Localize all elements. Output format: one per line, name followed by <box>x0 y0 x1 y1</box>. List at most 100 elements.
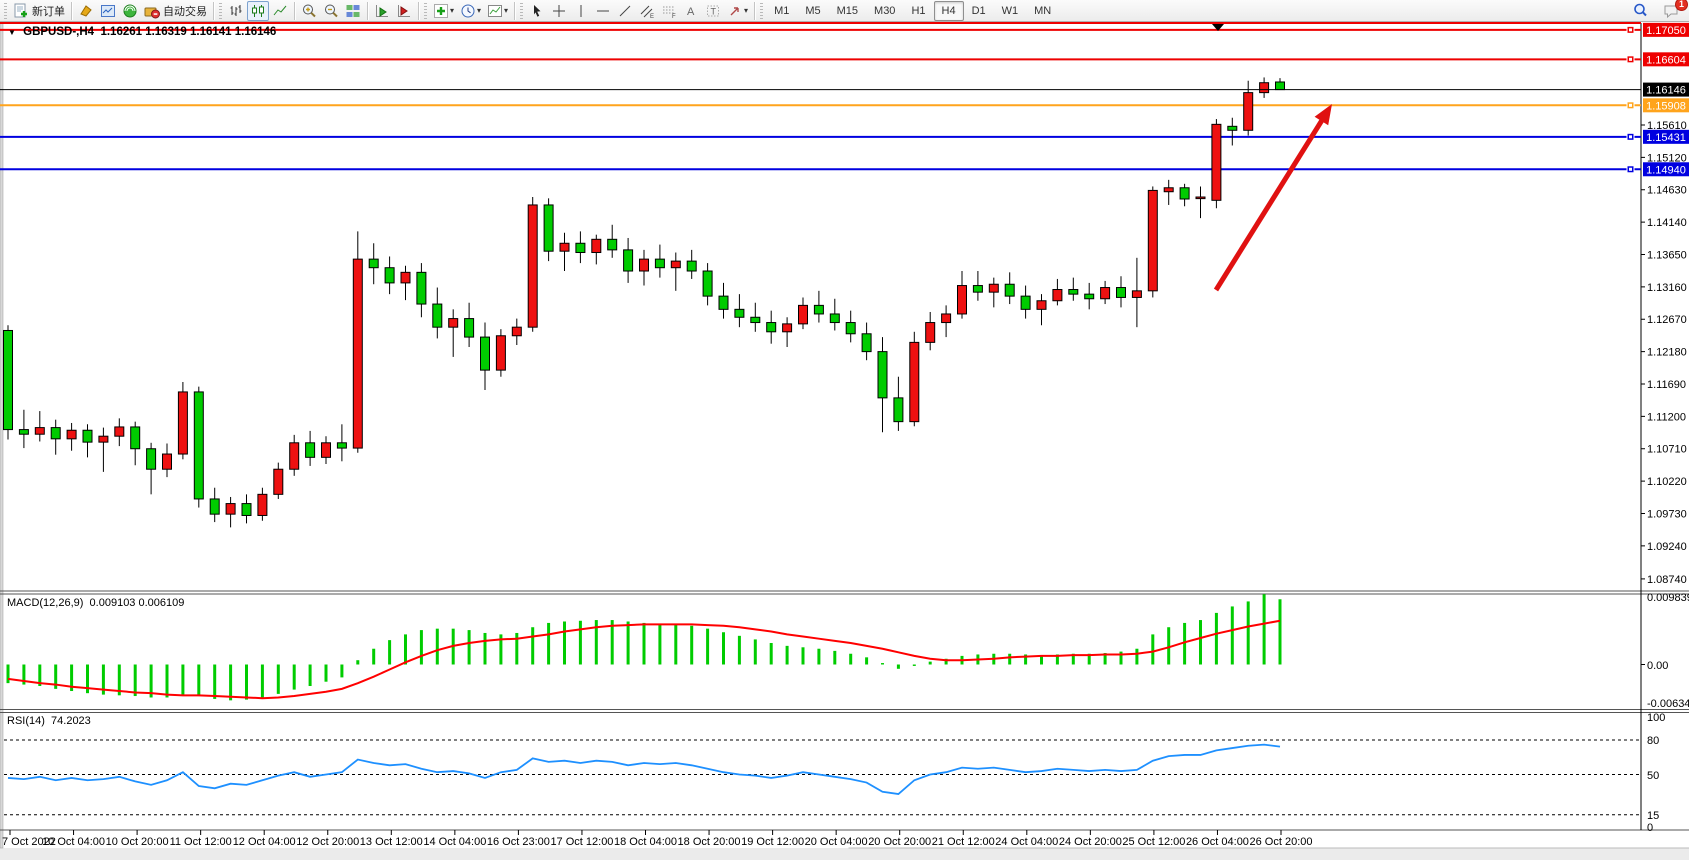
trend-arrow-line[interactable] <box>1213 115 1327 292</box>
fibonacci-button[interactable]: F <box>658 1 680 21</box>
macd-histogram-bar <box>1151 634 1155 665</box>
macd-histogram-bar <box>356 660 360 665</box>
templates-button[interactable]: ▾ <box>484 1 511 21</box>
timeframe-w1-button[interactable]: W1 <box>1001 4 1019 17</box>
candle-body <box>1163 187 1174 193</box>
timeframe-m5-button[interactable]: M5 <box>805 4 821 17</box>
trendline-button[interactable] <box>614 1 636 21</box>
candle-body <box>957 285 967 315</box>
new-order-label: 新订单 <box>32 5 65 18</box>
timeframe-mn-button[interactable]: MN <box>1034 4 1052 17</box>
signals-button[interactable] <box>119 1 141 21</box>
time-tick-label: 17 Oct 12:00 <box>550 836 613 848</box>
candle-body <box>18 429 29 435</box>
macd-histogram-bar <box>6 664 10 684</box>
candle-body <box>1195 196 1206 200</box>
equidistant-channel-button[interactable]: E <box>636 1 658 21</box>
toolbar-grip[interactable] <box>219 2 222 19</box>
timeframe-m30-button[interactable]: M30 <box>874 4 896 17</box>
macd-histogram-bar <box>515 632 519 665</box>
macd-histogram-bar <box>785 645 789 665</box>
text-label-button[interactable]: T <box>702 1 724 21</box>
chart-shift-button[interactable] <box>393 1 415 21</box>
candle <box>1227 117 1238 146</box>
macd-histogram-bar <box>1024 654 1028 665</box>
tile-windows-button[interactable] <box>342 1 364 21</box>
candle-body <box>448 318 459 328</box>
candle <box>162 443 172 478</box>
timeframe-m1-button[interactable]: M1 <box>774 4 790 17</box>
candle <box>750 302 761 332</box>
timeframe-d1-button[interactable]: D1 <box>971 4 986 17</box>
toolbar-grip[interactable] <box>424 2 427 19</box>
toolbar-separator <box>294 1 295 20</box>
macd-histogram-bar <box>801 647 805 665</box>
candle <box>527 197 538 332</box>
line-chart-button[interactable] <box>269 1 291 21</box>
auto-scroll-icon <box>376 4 388 17</box>
zoom-in-button[interactable] <box>298 1 320 21</box>
price-tick-label: 1.11690 <box>1647 379 1686 391</box>
candle-body <box>1036 300 1047 310</box>
candle <box>1100 280 1111 305</box>
search-button[interactable] <box>1629 1 1652 21</box>
timeframe-h1-button[interactable]: H1 <box>911 4 926 17</box>
price-line-badge <box>1643 22 1689 37</box>
candlestick-chart-button[interactable] <box>247 0 269 21</box>
timeframe-h4-button[interactable]: H4 <box>933 0 964 21</box>
zoom-out-button[interactable] <box>320 1 342 21</box>
macd-histogram-bar <box>563 621 566 665</box>
auto-scroll-button[interactable] <box>371 1 393 21</box>
chart-shift-icon <box>398 4 410 17</box>
indicators-button[interactable]: ▾ <box>430 1 457 21</box>
notifications-button[interactable]: 1 <box>1660 0 1688 21</box>
macd-histogram-bar <box>213 664 217 699</box>
candle <box>368 243 379 285</box>
data-window-button[interactable] <box>97 1 119 21</box>
toolbar-grip[interactable] <box>4 2 7 19</box>
macd-histogram-bar <box>531 627 535 665</box>
macd-histogram-bar <box>881 663 884 665</box>
candle-body <box>98 435 109 443</box>
equidistant-channel-icon: E <box>640 5 654 19</box>
macd-histogram-bar <box>1135 648 1139 665</box>
market-watch-button[interactable] <box>75 1 97 21</box>
trend-arrow-head[interactable] <box>1314 104 1332 126</box>
candle-body <box>3 329 13 431</box>
candle-body <box>1131 290 1142 298</box>
toolbar-separator <box>418 1 419 20</box>
candle <box>686 249 697 279</box>
chart-shift-marker[interactable] <box>1212 24 1224 31</box>
toolbar-separator <box>754 1 756 20</box>
time-tick-label: 20 Oct 20:00 <box>868 836 931 848</box>
macd-histogram-bar <box>419 630 423 665</box>
toolbar-grip[interactable] <box>760 2 764 19</box>
periods-button[interactable]: ▾ <box>457 1 484 21</box>
candle-body <box>352 258 363 449</box>
time-tick-label: 24 Oct 04:00 <box>995 836 1058 848</box>
timeframe-m15-button[interactable]: M15 <box>836 4 859 17</box>
candle <box>3 325 13 440</box>
macd-histogram-bar <box>197 664 201 697</box>
macd-histogram-bar <box>737 635 741 665</box>
crosshair-button[interactable] <box>548 1 570 21</box>
new-order-button[interactable]: 新订单 <box>10 1 68 21</box>
time-tick-label: 10 Oct 04:00 <box>42 836 105 848</box>
candle <box>18 409 29 449</box>
chevron-down-icon: ▾ <box>504 6 509 15</box>
cursor-button[interactable] <box>526 1 548 21</box>
bar-chart-button[interactable] <box>225 1 247 21</box>
candle-body <box>50 427 61 440</box>
text-button[interactable]: A <box>680 1 702 21</box>
candle <box>416 263 427 318</box>
vertical-line-button[interactable] <box>570 1 592 21</box>
candle <box>1163 179 1174 205</box>
toolbar-grip[interactable] <box>520 2 524 19</box>
macd-histogram-bar <box>912 664 916 666</box>
time-tick-label: 14 Oct 04:00 <box>423 836 486 848</box>
horizontal-line-button[interactable] <box>592 1 614 21</box>
arrows-button[interactable]: ▾ <box>724 1 751 21</box>
candle <box>702 263 713 306</box>
autotrade-button[interactable]: 自动交易 <box>141 1 210 21</box>
